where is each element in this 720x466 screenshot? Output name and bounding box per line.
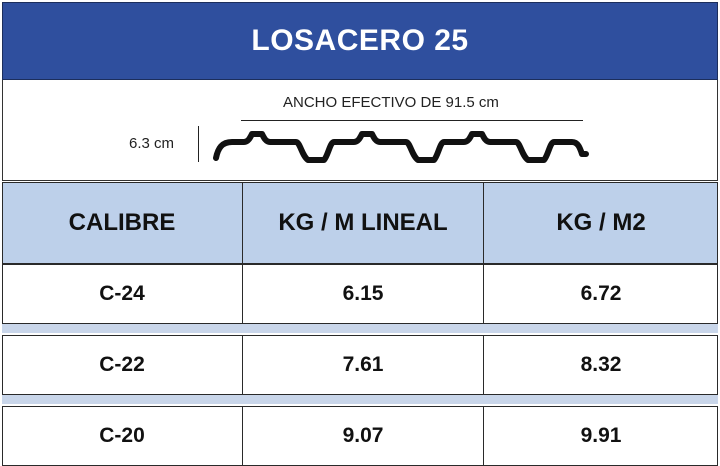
width-dimension-line <box>241 120 583 121</box>
header-calibre: CALIBRE <box>68 209 176 236</box>
kg-m2-cell: 8.32 <box>483 336 718 394</box>
header-kg-m2: KG / M2 <box>483 183 718 263</box>
title-bar: LOSACERO 25 <box>2 2 718 80</box>
table-row: C-24 6.15 6.72 <box>2 264 718 324</box>
kg-m2-cell: 9.91 <box>483 407 718 465</box>
kg-m-lineal-cell: 7.61 <box>242 336 483 394</box>
calibre-cell: C-22 <box>99 353 145 376</box>
calibre-cell: C-24 <box>99 282 145 305</box>
height-label: 6.3 cm <box>129 135 175 152</box>
table-row: C-20 9.07 9.91 <box>2 406 718 466</box>
height-dimension-line <box>198 126 199 162</box>
kg-m-lineal-cell: 9.07 <box>242 407 483 465</box>
header-kg-m-lineal: KG / M LINEAL <box>242 183 483 263</box>
kg-m-lineal-cell: 6.15 <box>242 265 483 323</box>
row-separator <box>2 324 718 333</box>
page-title: LOSACERO 25 <box>251 24 469 57</box>
kg-m2-cell: 6.72 <box>483 265 718 323</box>
deck-profile-drawing <box>213 131 589 163</box>
effective-width-label: ANCHO EFECTIVO DE 91.5 cm <box>283 94 499 111</box>
row-separator <box>2 395 718 404</box>
table-header-row: CALIBRE KG / M LINEAL KG / M2 <box>2 182 718 264</box>
profile-diagram: ANCHO EFECTIVO DE 91.5 cm 6.3 cm <box>2 80 718 181</box>
calibre-cell: C-20 <box>99 424 145 447</box>
table-row: C-22 7.61 8.32 <box>2 335 718 395</box>
